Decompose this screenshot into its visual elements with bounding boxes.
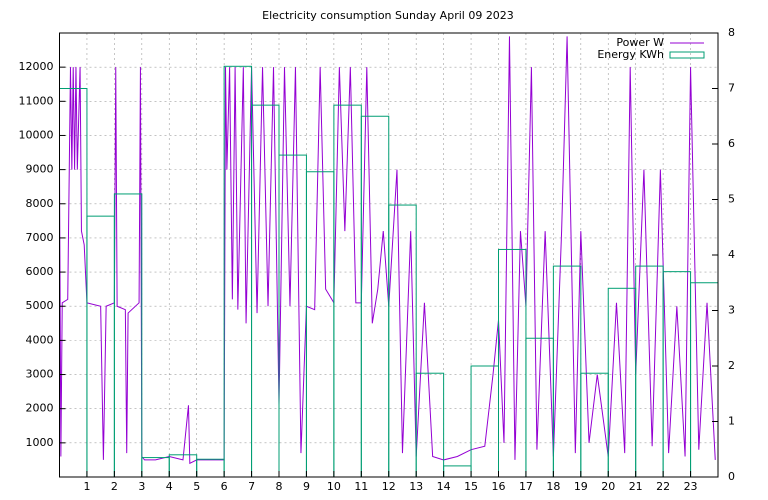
x-tick-label: 7 <box>248 480 255 493</box>
x-tick-label: 5 <box>193 480 200 493</box>
x-tick-label: 2 <box>111 480 118 493</box>
x-tick-label: 1 <box>83 480 90 493</box>
x-tick-label: 11 <box>354 480 368 493</box>
y-tick-label: 2000 <box>26 402 54 415</box>
y2-tick-label: 4 <box>728 248 735 261</box>
legend-label: Energy KWh <box>597 48 664 61</box>
energy-bar <box>196 458 225 477</box>
y2-tick-label: 7 <box>728 82 735 95</box>
y2-tick-label: 1 <box>728 415 735 428</box>
energy-bar <box>525 337 554 477</box>
y-tick-label: 9000 <box>26 163 54 176</box>
energy-bar <box>59 88 88 477</box>
x-tick-label: 19 <box>574 480 588 493</box>
x-tick-label: 16 <box>492 480 506 493</box>
energy-bar <box>141 457 170 477</box>
x-tick-label: 23 <box>684 480 698 493</box>
x-tick-label: 12 <box>382 480 396 493</box>
energy-bar <box>360 115 390 477</box>
x-tick-label: 8 <box>276 480 283 493</box>
chart-title: Electricity consumption Sunday April 09 … <box>262 9 514 22</box>
x-tick-label: 17 <box>519 480 533 493</box>
energy-bar <box>388 204 417 477</box>
x-tick-label: 10 <box>327 480 341 493</box>
y2-tick-label: 3 <box>728 304 735 317</box>
power-line <box>59 36 716 465</box>
energy-bar <box>635 265 664 477</box>
y2-tick-label: 5 <box>728 193 735 206</box>
x-tick-label: 9 <box>303 480 310 493</box>
energy-bar <box>470 365 499 477</box>
x-tick-label: 4 <box>166 480 173 493</box>
x-tick-label: 20 <box>601 480 615 493</box>
energy-bar <box>443 465 472 477</box>
y2-tick-label: 2 <box>728 359 735 372</box>
x-tick-label: 13 <box>409 480 423 493</box>
y2-tick-label: 6 <box>728 137 735 150</box>
y-tick-label: 4000 <box>26 333 54 346</box>
x-tick-label: 6 <box>221 480 228 493</box>
x-tick-label: 21 <box>629 480 643 493</box>
y-tick-label: 1000 <box>26 436 54 449</box>
y2-tick-label: 8 <box>728 26 735 39</box>
y-tick-label: 3000 <box>26 368 54 381</box>
y-tick-label: 10000 <box>19 128 54 141</box>
energy-bar <box>86 215 115 477</box>
y-tick-label: 11000 <box>19 94 54 107</box>
y-tick-label: 6000 <box>26 265 54 278</box>
y2-tick-label: 0 <box>728 470 735 483</box>
legend-swatch <box>669 51 705 59</box>
energy-bar <box>305 171 335 477</box>
energy-bar <box>552 265 582 477</box>
y-tick-label: 12000 <box>19 60 54 73</box>
x-tick-label: 22 <box>656 480 670 493</box>
energy-bar <box>690 282 718 477</box>
plot-area <box>59 33 718 477</box>
energy-bar <box>415 372 445 477</box>
x-tick-label: 15 <box>464 480 478 493</box>
y-tick-label: 8000 <box>26 197 54 210</box>
x-tick-label: 14 <box>437 480 451 493</box>
y-tick-label: 5000 <box>26 299 54 312</box>
legend-label: Power W <box>616 36 664 49</box>
y-tick-label: 7000 <box>26 231 54 244</box>
x-tick-label: 18 <box>546 480 560 493</box>
x-tick-label: 3 <box>138 480 145 493</box>
